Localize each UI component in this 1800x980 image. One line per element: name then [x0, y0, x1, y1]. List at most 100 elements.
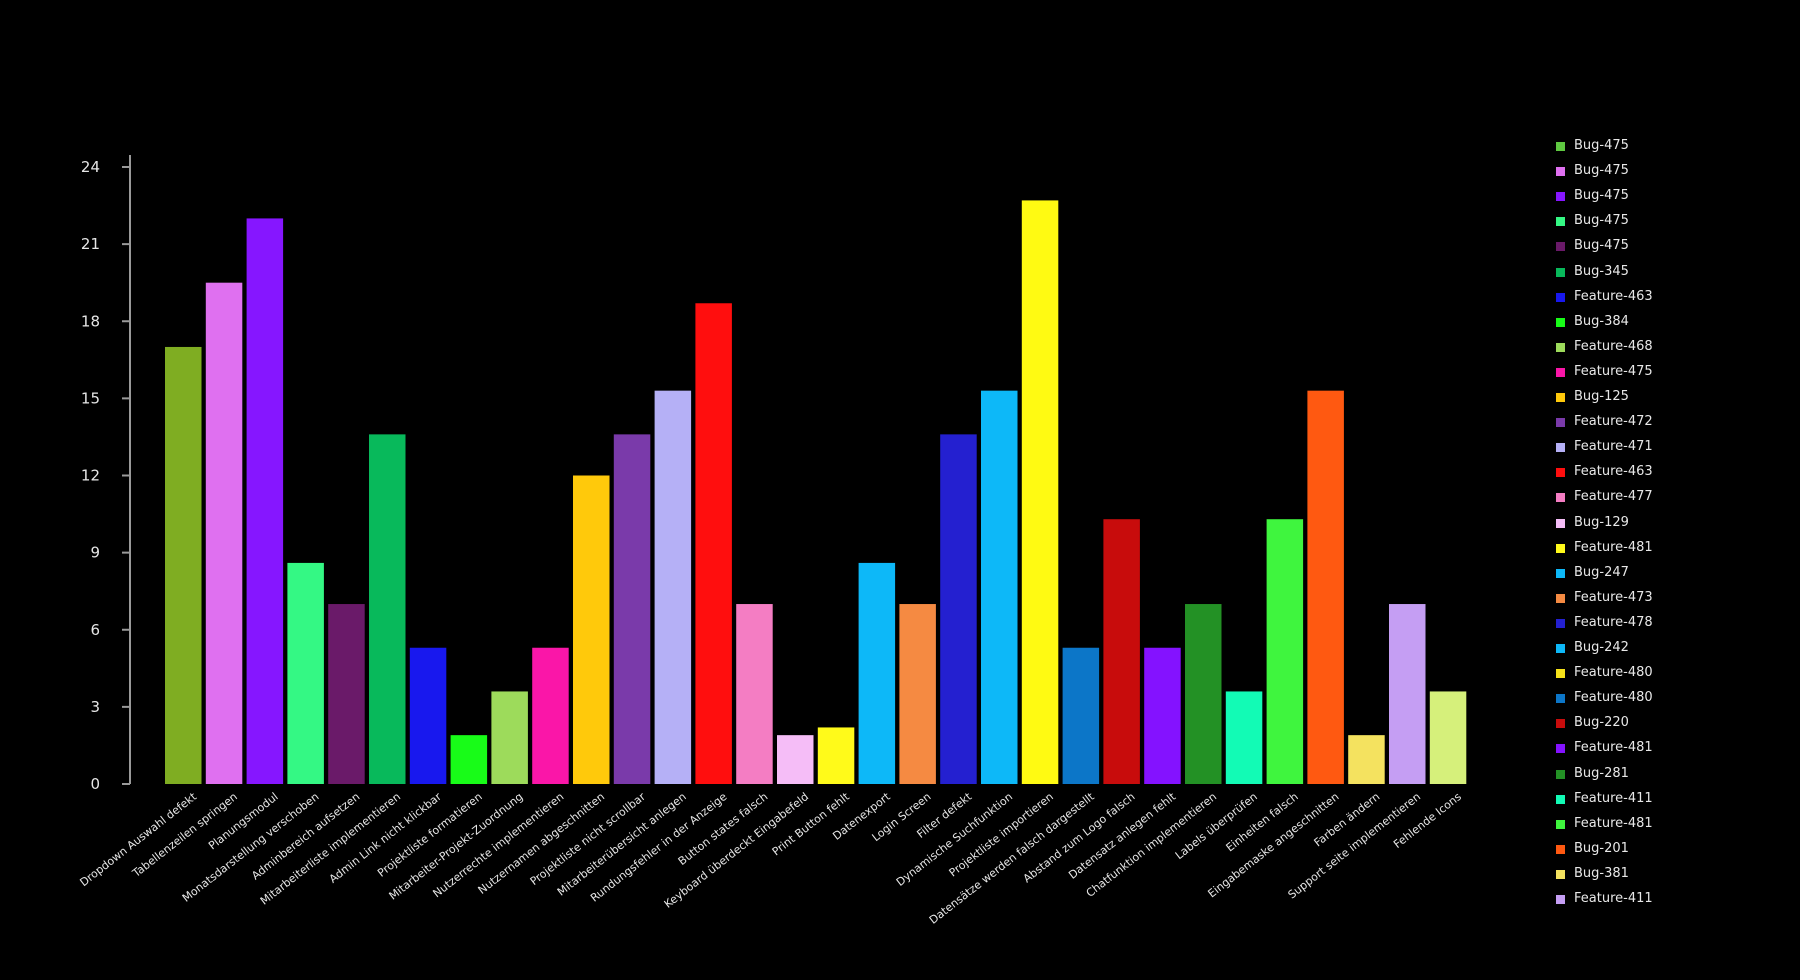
legend-swatch — [1556, 443, 1565, 453]
bar — [1062, 647, 1100, 784]
y-tick-label: 12 — [81, 467, 100, 485]
bar — [165, 346, 202, 784]
legend-label: Feature-473 — [1574, 589, 1653, 605]
bar — [817, 727, 855, 784]
legend-swatch — [1556, 418, 1565, 428]
legend-label: Feature-475 — [1574, 363, 1653, 379]
legend-swatch — [1556, 669, 1565, 679]
bar — [1389, 604, 1426, 784]
legend-label: Bug-125 — [1574, 389, 1629, 404]
legend-label: Bug-247 — [1574, 564, 1629, 580]
y-tick-label: 24 — [81, 158, 100, 176]
legend-swatch — [1556, 844, 1565, 854]
bar — [899, 604, 936, 784]
bar — [654, 390, 692, 784]
legend-swatch — [1556, 794, 1565, 804]
bar — [1266, 519, 1304, 784]
legend-label: Feature-481 — [1574, 815, 1653, 831]
y-tick-label: 3 — [90, 698, 100, 716]
y-tick-label: 6 — [90, 621, 100, 639]
bar — [613, 434, 651, 784]
legend-label: Bug-475 — [1574, 188, 1629, 204]
legend-label: Bug-475 — [1574, 238, 1629, 254]
bar — [328, 604, 365, 784]
legend-swatch — [1556, 543, 1565, 553]
legend-label: Bug-281 — [1574, 765, 1629, 781]
legend-label: Bug-475 — [1574, 138, 1629, 153]
legend-label: Feature-477 — [1574, 489, 1653, 505]
y-tick-label: 18 — [81, 312, 100, 330]
legend-label: Feature-411 — [1574, 891, 1653, 906]
bar — [777, 735, 814, 784]
bar — [1103, 519, 1140, 784]
legend-swatch — [1556, 317, 1565, 327]
legend-swatch — [1556, 493, 1565, 503]
bar — [736, 604, 773, 784]
legend-label: Bug-475 — [1574, 163, 1629, 179]
legend-swatch — [1556, 895, 1565, 904]
y-axis: 0 3 6 9 12 15 18 21 24 — [81, 155, 131, 793]
legend-swatch — [1556, 167, 1565, 177]
bar — [1225, 691, 1263, 784]
legend-label: Bug-242 — [1574, 640, 1629, 655]
legend-label: Feature-463 — [1574, 464, 1653, 480]
x-tick-label: Planungsmodul — [206, 790, 281, 852]
bar — [246, 218, 284, 784]
bar — [409, 647, 447, 784]
legend-label: Feature-480 — [1574, 690, 1653, 706]
legend-swatch — [1556, 618, 1565, 628]
legend-swatch — [1556, 292, 1565, 302]
bar — [491, 691, 528, 784]
bars — [165, 200, 1467, 784]
legend-swatch — [1556, 819, 1565, 829]
legend-swatch — [1556, 217, 1565, 227]
legend-swatch — [1556, 644, 1565, 653]
legend-swatch — [1556, 393, 1565, 402]
bar — [369, 434, 406, 784]
legend-label: Bug-475 — [1574, 213, 1629, 229]
legend-label: Bug-345 — [1574, 263, 1629, 279]
legend-swatch — [1556, 593, 1565, 603]
legend-swatch — [1556, 719, 1565, 729]
legend-label: Feature-478 — [1574, 614, 1653, 630]
legend-swatch — [1556, 694, 1565, 704]
legend-label: Feature-481 — [1574, 740, 1653, 756]
bar — [940, 434, 977, 784]
bar — [695, 303, 732, 784]
legend-label: Feature-471 — [1574, 439, 1653, 455]
legend-swatch — [1556, 367, 1565, 377]
bar — [287, 562, 324, 784]
legend-swatch — [1556, 342, 1565, 352]
legend-swatch — [1556, 468, 1565, 478]
bar — [981, 390, 1018, 784]
legend-label: Bug-384 — [1574, 313, 1629, 329]
legend-swatch — [1556, 192, 1565, 202]
y-tick-label: 15 — [81, 389, 100, 407]
bar — [532, 647, 569, 784]
y-tick-label: 21 — [81, 235, 100, 253]
y-tick-label: 0 — [90, 775, 100, 793]
legend-swatch — [1556, 568, 1565, 578]
legend-label: Bug-220 — [1574, 715, 1629, 731]
y-tick-label: 9 — [90, 544, 100, 562]
legend-swatch — [1556, 769, 1565, 779]
bar — [573, 475, 610, 784]
bar — [205, 282, 243, 784]
legend-swatch — [1556, 242, 1565, 252]
legend-label: Feature-411 — [1574, 790, 1653, 806]
bar — [858, 562, 896, 784]
legend-swatch — [1556, 518, 1565, 528]
bar — [1144, 647, 1181, 784]
legend-swatch — [1556, 744, 1565, 754]
legend-label: Feature-463 — [1574, 288, 1653, 304]
bar — [1348, 735, 1385, 784]
bar — [1021, 200, 1059, 784]
bar — [1185, 604, 1222, 784]
legend-label: Bug-201 — [1574, 840, 1629, 856]
legend-label: Feature-481 — [1574, 539, 1653, 555]
legend-swatch — [1556, 267, 1565, 277]
bar — [1307, 390, 1344, 784]
legend-label: Feature-468 — [1574, 338, 1653, 354]
